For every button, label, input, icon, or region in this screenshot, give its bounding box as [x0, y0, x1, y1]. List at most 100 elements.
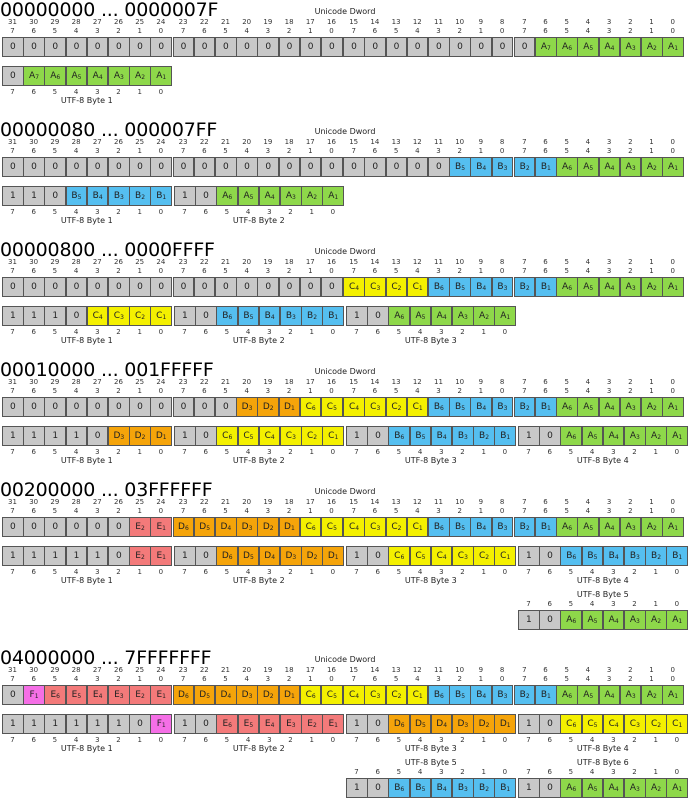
utf8-bit-cell: 1	[174, 714, 196, 734]
utf8-bit-number: 1	[137, 88, 142, 96]
utf8-bit-number: 3	[611, 448, 616, 456]
dword-bit-number: 19	[263, 138, 273, 146]
dword-bit-number: 28	[71, 18, 81, 26]
utf8-bit-number: 0	[674, 600, 680, 608]
utf8-bit-number: 7	[182, 568, 187, 576]
utf8-bit-number: 5	[52, 736, 58, 744]
utf8-bit-number: 2	[116, 568, 121, 576]
utf8-bit-cell: E5	[237, 714, 260, 734]
utf8-bit-number: 5	[224, 208, 230, 216]
bit-index-subscript: 2	[657, 722, 662, 729]
utf8-byte-label: UTF-8 Byte 1	[60, 96, 113, 105]
dword-bit-in-byte: 3	[606, 507, 612, 515]
bit-index-subscript: 1	[162, 74, 167, 81]
dword-bit-cell: C5	[321, 397, 343, 417]
dword-bit-number: 7	[522, 18, 527, 26]
bit-index-subscript: 5	[249, 722, 254, 729]
utf8-bit-cell: 1	[2, 426, 24, 446]
dword-bit-in-byte: 7	[522, 507, 527, 515]
dword-bit-cell: D4	[215, 517, 237, 537]
utf8-bit-cell: A5	[581, 610, 604, 630]
bit-index-subscript: 5	[461, 525, 466, 532]
dword-bit-in-byte: 0	[499, 147, 505, 155]
dword-bit-in-byte: 3	[436, 267, 441, 275]
dword-bit-cell: C6	[299, 517, 322, 537]
dword-bit-in-byte: 5	[393, 675, 399, 683]
utf8-bit-cell: 1	[23, 546, 45, 566]
dword-bit-in-byte: 5	[564, 507, 569, 515]
dword-bit-number: 8	[499, 138, 505, 146]
dword-bit-in-byte: 3	[265, 507, 271, 515]
bit-index-subscript: 4	[443, 722, 448, 729]
bit-index-subscript: 1	[547, 525, 551, 532]
utf8-bit-cell: 1	[174, 186, 196, 206]
utf8-bit-cell: 0	[65, 306, 88, 326]
dword-bit-number: 27	[92, 498, 102, 506]
dword-bit-number: 15	[349, 498, 359, 506]
dword-bit-in-byte: 4	[73, 147, 79, 155]
dword-bit-number: 29	[50, 666, 60, 674]
utf8-bit-cell: 1	[518, 426, 540, 446]
bit-index-subscript: 4	[227, 693, 232, 700]
utf8-bit-cell: B3	[452, 778, 474, 798]
utf8-bit-cell: D3	[108, 426, 130, 446]
utf8-bit-number: 0	[674, 568, 680, 576]
dword-bit-in-byte: 0	[499, 675, 505, 683]
dword-bit-cell: A3	[619, 277, 642, 297]
dword-bit-cell: C3	[364, 277, 387, 297]
utf8-bit-number: 5	[224, 736, 230, 744]
bit-index-subscript: 1	[547, 165, 551, 172]
dword-bit-number: 25	[135, 498, 145, 506]
dword-bit-number: 5	[564, 666, 569, 674]
dword-bit-in-byte: 1	[649, 147, 654, 155]
dword-bit-number: 28	[71, 378, 81, 386]
dword-bit-cell: 0	[364, 157, 387, 177]
dword-bit-cell: 0	[343, 37, 365, 57]
utf8-bit-number: 1	[481, 768, 486, 776]
dword-bit-number: 8	[499, 378, 505, 386]
bit-index-subscript: 6	[311, 525, 316, 532]
utf8-bit-number: 7	[10, 208, 15, 216]
bit-index-subscript: 1	[290, 693, 295, 700]
utf8-bit-cell: C3	[624, 714, 646, 734]
bit-index-subscript: 6	[184, 693, 189, 700]
dword-bit-number: 31	[8, 138, 17, 146]
dword-bit-cell: 0	[108, 277, 130, 297]
utf8-bit-number: 1	[653, 600, 658, 608]
dword-bit-cell: E1	[150, 685, 173, 705]
dword-bit-number: 6	[543, 498, 548, 506]
bit-index-subscript: 4	[482, 285, 487, 292]
section-title: 04000000 ... 7FFFFFFF	[0, 647, 212, 669]
bit-index-subscript: 3	[636, 722, 640, 729]
dword-bit-cell: E5	[65, 685, 88, 705]
dword-bit-cell: 0	[215, 397, 237, 417]
dword-bit-number: 5	[564, 378, 569, 386]
dword-bit-number: 1	[649, 258, 654, 266]
bit-index-subscript: 5	[461, 405, 466, 412]
utf8-byte-label: UTF-8 Byte 5	[576, 590, 629, 599]
dword-bit-cell: C3	[364, 517, 387, 537]
dword-bit-number: 19	[263, 378, 273, 386]
bit-index-subscript: 6	[568, 45, 573, 52]
bit-index-subscript: 3	[120, 434, 125, 441]
bit-index-subscript: 5	[77, 693, 82, 700]
utf8-bit-number: 3	[439, 768, 444, 776]
utf8-bit-cell: 0	[108, 546, 130, 566]
bit-index-subscript: 1	[506, 434, 511, 441]
bit-index-subscript: 3	[464, 434, 468, 441]
utf8-bit-number: 6	[203, 208, 208, 216]
dword-bit-number: 0	[670, 498, 675, 506]
dword-bit-number: 4	[585, 666, 591, 674]
utf8-bit-cell: A3	[624, 426, 646, 446]
dword-bit-cell: 0	[321, 157, 343, 177]
dword-bit-number: 10	[455, 498, 465, 506]
section-title: 00010000 ... 001FFFFF	[0, 359, 214, 381]
utf8-bit-number: 6	[31, 328, 36, 336]
utf8-bit-number: 3	[267, 568, 272, 576]
dword-bit-in-byte: 7	[522, 675, 527, 683]
dword-bit-cell: D5	[193, 685, 216, 705]
dword-bit-in-byte: 0	[329, 267, 334, 275]
dword-bit-cell: A2	[641, 37, 663, 57]
dword-bit-cell: 0	[428, 37, 450, 57]
bit-index-subscript: 6	[400, 722, 405, 729]
